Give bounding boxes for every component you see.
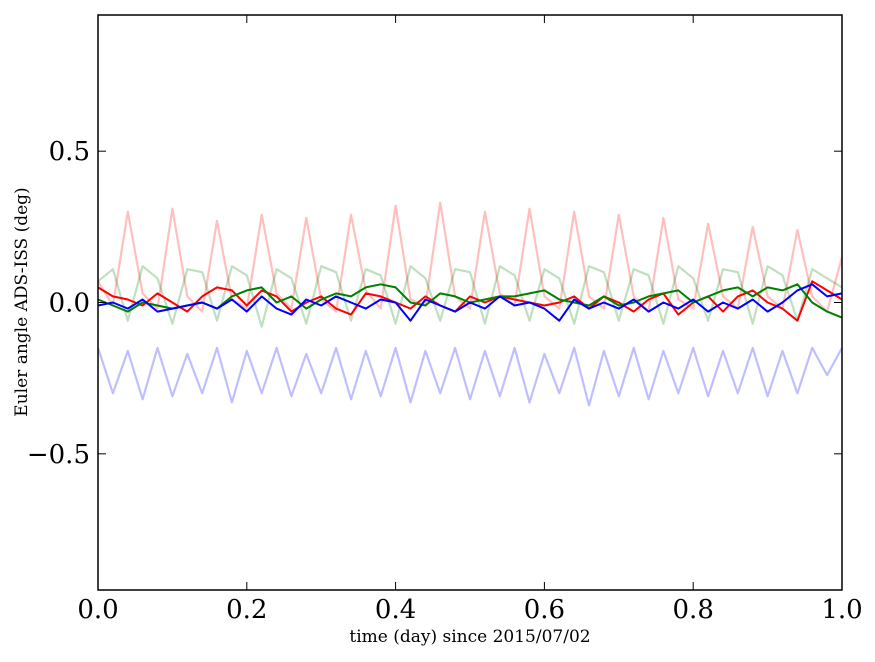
series-layer xyxy=(96,201,844,407)
ticks-layer: 0.0 0.2 0.4 0.6 0.8 1.0 −0.5 0.0 0.5 xyxy=(27,15,863,625)
series-line-5 xyxy=(97,283,843,322)
x-axis-label: time (day) since 2015/07/02 xyxy=(349,627,590,647)
x-tick-label-3: 0.6 xyxy=(524,595,565,625)
y-tick-label-1: 0.0 xyxy=(49,289,90,319)
x-tick-label-0: 0.0 xyxy=(77,595,118,625)
series-line-1 xyxy=(97,265,843,328)
x-tick-label-1: 0.2 xyxy=(226,595,267,625)
series-line-0 xyxy=(97,201,844,313)
y-axis-label: Euler angle ADS-ISS (deg) xyxy=(12,187,32,416)
x-tick-label-4: 0.8 xyxy=(673,595,714,625)
y-tick-label-0: −0.5 xyxy=(27,440,90,470)
x-tick-label-5: 1.0 xyxy=(821,595,862,625)
series-line-2 xyxy=(96,346,843,407)
x-tick-label-2: 0.4 xyxy=(375,595,416,625)
y-tick-label-2: 0.5 xyxy=(49,137,90,167)
